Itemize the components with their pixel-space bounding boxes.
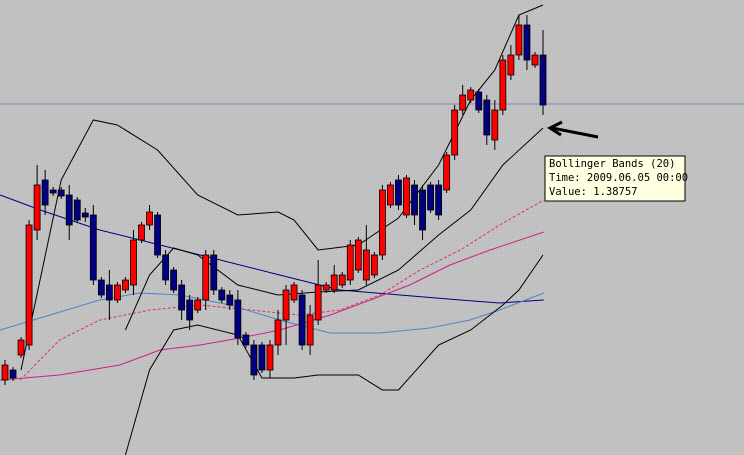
candle-body (491, 109, 499, 141)
candle-body (395, 179, 402, 206)
indicator-line (124, 254, 544, 455)
candle-body (65, 194, 73, 226)
candle-body (154, 214, 161, 256)
candle-body (282, 289, 290, 321)
candle-body (362, 249, 370, 281)
candle-body (186, 299, 194, 321)
candle-body (210, 254, 218, 291)
candle-body (443, 154, 451, 191)
candle-body (475, 91, 483, 111)
candle-body (258, 344, 266, 371)
candle-body (266, 344, 274, 371)
candle-body (33, 184, 41, 231)
candle-body (370, 254, 378, 276)
candle-body (130, 239, 137, 286)
candle-body (459, 94, 467, 111)
candle-body (419, 189, 426, 231)
candle-body (1, 364, 9, 381)
candle-body (122, 279, 129, 291)
candle-body (515, 24, 523, 56)
candle-body (73, 199, 81, 221)
candle-body (234, 299, 242, 339)
candle-body (411, 184, 418, 216)
candle-body (105, 284, 113, 301)
candle-body (162, 254, 169, 281)
candle-body (378, 189, 386, 256)
candle-body (306, 314, 314, 346)
candle-body (467, 89, 475, 101)
candle-body (330, 274, 338, 291)
candle-body (226, 294, 234, 306)
candle-body (451, 109, 459, 156)
candle-body (97, 279, 105, 296)
candle-body (49, 189, 57, 194)
tooltip-text: Time: 2009.06.05 00:00 (549, 172, 688, 184)
candle-body (89, 214, 97, 281)
tooltip-box (544, 155, 686, 202)
tooltip-text: Value: 1.38757 (549, 186, 638, 198)
candle-body (250, 344, 258, 376)
candle-body (202, 254, 210, 301)
candle-body (427, 184, 434, 211)
candle-body (25, 224, 33, 346)
candle-body (114, 284, 121, 301)
candle-body (539, 54, 547, 106)
candle-body (531, 54, 539, 66)
candle-body (346, 244, 354, 281)
pointer-arrow (551, 126, 599, 139)
candle-body (387, 184, 394, 206)
candle-body (322, 284, 330, 291)
indicator-line (0, 194, 544, 304)
candle-body (41, 179, 49, 206)
candle-body (242, 334, 250, 346)
candle-body (274, 319, 282, 346)
candle-body (523, 24, 531, 61)
pointer-arrowhead (546, 120, 563, 137)
candle-body (170, 269, 178, 291)
candle-body (338, 274, 346, 286)
candle-body (435, 184, 443, 216)
candle-body (403, 177, 410, 216)
candle-body (194, 299, 202, 311)
candle-body (354, 239, 362, 271)
candle-body (298, 294, 306, 346)
candle-body (499, 59, 507, 111)
candle-body (146, 211, 153, 226)
candle-body (314, 284, 322, 321)
candle-body (81, 212, 89, 218)
candle-body (9, 369, 17, 379)
tooltip-text: Bollinger Bands (20) (549, 158, 675, 170)
candle-body (218, 289, 226, 301)
candle-body (138, 224, 145, 241)
candle-body (483, 99, 491, 136)
candle-body (17, 339, 25, 356)
candle-body (57, 189, 65, 197)
candle-body (178, 284, 186, 311)
candle-body (507, 54, 515, 76)
candle-body (290, 284, 298, 301)
